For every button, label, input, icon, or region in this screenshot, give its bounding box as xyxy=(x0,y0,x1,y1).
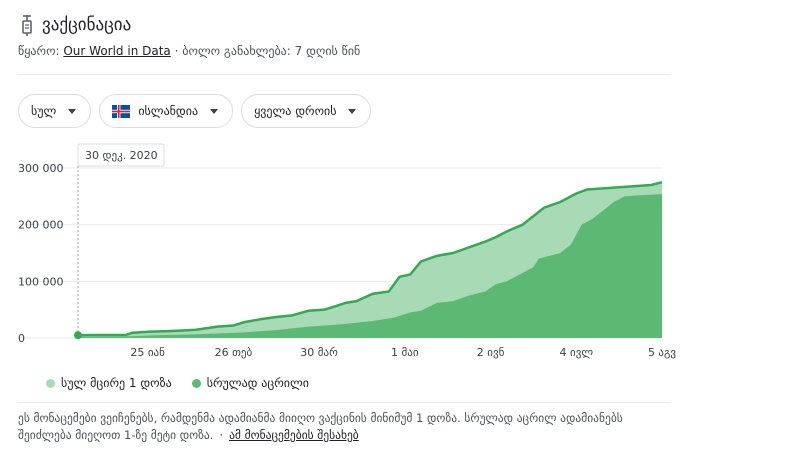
chart-svg: 0 100 000 200 000 300 000 25 იან 26 თებ 30 მარ… xyxy=(18,143,676,359)
chevron-down-icon xyxy=(348,108,357,114)
about-data-link[interactable]: ამ მონაცემების შესახებ xyxy=(229,428,359,442)
scope-filter-dropdown[interactable]: სულ xyxy=(18,94,92,128)
page-title: ვაქცინაცია xyxy=(42,15,132,35)
x-tick-label: 25 იან xyxy=(130,346,165,359)
y-tick-label: 100 000 xyxy=(18,275,64,288)
chart-legend: სულ მცირე 1 დოზა სრულად აცრილი xyxy=(46,376,309,390)
x-tick-label: 1 მაი xyxy=(391,346,419,359)
x-tick-label: 2 ივნ xyxy=(477,346,505,359)
title-row: ვაქცინაცია xyxy=(18,14,360,36)
x-tick-label: 30 მარ xyxy=(300,346,338,359)
updated-text: ბოლო განახლება: 7 დღის წინ xyxy=(182,44,361,58)
note-text-line1: ეს მონაცემები ვეიჩენებს, რამდენმა ადამია… xyxy=(18,411,623,425)
series-line-at-least-one-dose xyxy=(77,180,663,337)
header: ვაქცინაცია წყარო: Our World in Data · ბო… xyxy=(18,14,360,58)
source-row: წყარო: Our World in Data · ბოლო განახლებ… xyxy=(18,44,360,58)
syringe-icon xyxy=(22,15,32,36)
chevron-down-icon xyxy=(68,108,77,114)
series-area-fully-vaccinated xyxy=(78,194,662,338)
y-tick-label: 200 000 xyxy=(18,219,64,232)
x-tick-label: 5 აგვ xyxy=(648,346,676,359)
scope-filter-label: სულ xyxy=(31,104,57,118)
country-filter-dropdown[interactable]: ისლანდია xyxy=(99,94,234,128)
legend-label-at-least-one-dose: სულ მცირე 1 დოზა xyxy=(61,376,172,390)
source-link[interactable]: Our World in Data xyxy=(63,44,171,58)
tooltip-box xyxy=(77,143,165,167)
y-tick-label: 0 xyxy=(18,332,25,345)
time-range-label: ყველა დროის xyxy=(254,104,337,118)
legend-divider xyxy=(18,402,670,403)
data-note: ეს მონაცემები ვეიჩენებს, რამდენმა ადამია… xyxy=(18,410,668,444)
legend-label-fully-vaccinated: სრულად აცრილი xyxy=(206,376,309,390)
legend-swatch-fully-vaccinated xyxy=(191,378,201,388)
legend-item-at-least-one-dose[interactable]: სულ მცირე 1 დოზა xyxy=(46,376,172,390)
x-tick-label: 4 ივლ xyxy=(560,346,594,359)
legend-swatch-at-least-one-dose xyxy=(46,378,55,388)
chevron-down-icon xyxy=(210,108,219,114)
vaccination-chart: 0 100 000 200 000 300 000 25 იან 26 თებ 30 მარ… xyxy=(0,140,793,370)
header-divider xyxy=(18,74,670,75)
iceland-flag-icon xyxy=(112,104,131,118)
note-separator: · xyxy=(219,428,224,442)
x-tick-label: 26 თებ xyxy=(215,346,253,359)
source-separator: · xyxy=(170,44,183,58)
y-tick-label: 300 000 xyxy=(18,162,64,175)
source-prefix: წყარო: xyxy=(18,44,64,58)
hover-point xyxy=(74,331,82,340)
note-text-line2: შეიძლება მიეღოთ 1-ზე მეტი დოზა. xyxy=(18,428,214,442)
country-filter-label: ისლანდია xyxy=(138,104,199,118)
filter-bar: სულ ისლანდია ყველა დროის xyxy=(18,94,372,128)
legend-item-fully-vaccinated[interactable]: სრულად აცრილი xyxy=(191,376,309,390)
time-range-dropdown[interactable]: ყველა დროის xyxy=(241,94,372,128)
tooltip-date: 30 დეკ. 2020 xyxy=(85,149,158,162)
